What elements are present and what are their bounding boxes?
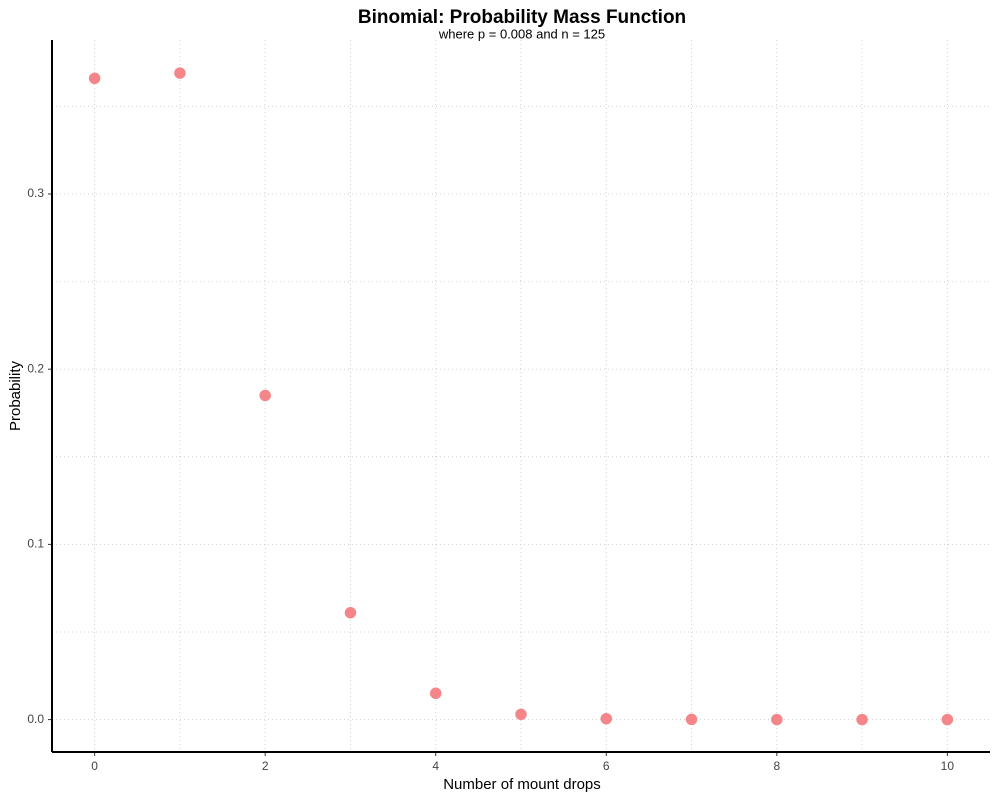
point (941, 713, 954, 726)
x-tick-label: 4 (432, 759, 439, 773)
point (771, 713, 783, 726)
x-tick-label: 6 (603, 759, 610, 773)
x-axis-label: Number of mount drops (443, 776, 601, 793)
x-tick-label: 10 (941, 759, 955, 773)
chart-subtitle: where p = 0.008 and n = 125 (438, 26, 605, 41)
point (515, 708, 527, 721)
point (856, 713, 868, 726)
y-tick-label: 0.1 (27, 537, 44, 551)
point (259, 389, 271, 402)
y-tick-label: 0.0 (27, 712, 44, 726)
point (174, 67, 186, 79)
point (685, 713, 698, 726)
y-tick-label: 0.3 (27, 186, 44, 200)
y-axis-label: Probability (7, 360, 24, 431)
point (88, 72, 101, 85)
point (344, 606, 357, 619)
x-tick-label: 0 (91, 759, 98, 773)
chart-title: Binomial: Probability Mass Function (358, 7, 686, 28)
point (600, 712, 613, 725)
x-tick-label: 8 (773, 759, 780, 773)
x-tick-label: 2 (262, 759, 269, 773)
point (429, 687, 442, 700)
y-tick-label: 0.2 (27, 361, 44, 375)
